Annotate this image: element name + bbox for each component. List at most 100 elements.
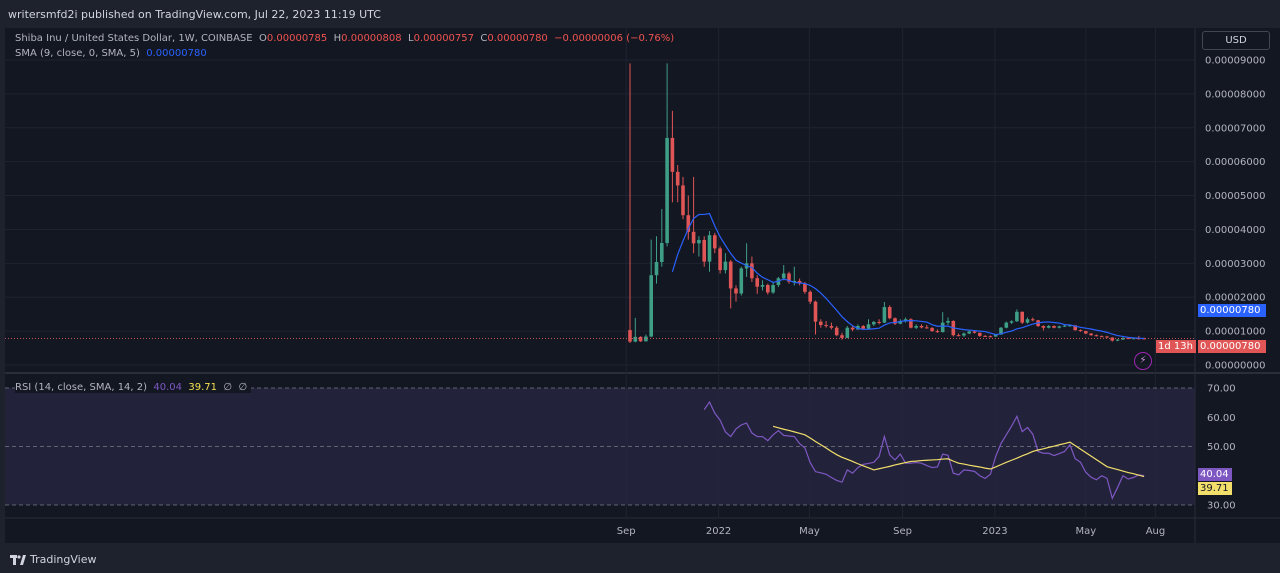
candle-body [1009,321,1014,323]
candle-body [882,307,887,323]
published-info: writersmfd2i published on TradingView.co… [8,8,381,21]
rsi-tick-label: 50.00 [1207,442,1236,453]
rsi-tick-label: 70.00 [1207,384,1236,395]
rsi-sma-value: 39.71 [188,382,218,393]
candle-body [728,261,733,289]
candle-body [792,280,797,282]
candle-body [1110,337,1115,341]
currency-button[interactable]: USD [1202,31,1270,50]
low-label: L [407,33,414,44]
sma-label: SMA (9, close, 0, SMA, 5) [15,48,140,59]
candle-body [1004,322,1009,328]
sma-legend[interactable]: SMA (9, close, 0, SMA, 5) 0.00000780 [15,48,207,59]
candle-body [766,285,770,293]
time-tick-label: Sep [893,526,912,537]
candle-body [866,324,871,329]
candle-body [628,330,632,342]
candle-body [845,327,850,338]
high-value: 0.00000808 [341,33,402,44]
candle-body [834,327,839,336]
candle-body [1142,338,1146,340]
candle-body [930,328,934,332]
time-tick-label: 2023 [982,526,1007,537]
rsi-legend[interactable]: RSI (14, close, SMA, 14, 2) 40.04 39.71 … [15,382,252,393]
candle-body [1015,311,1019,322]
price-tick-label: 0.00001000 [1205,327,1265,338]
candle-body [633,336,638,342]
tradingview-logo-icon [10,554,26,565]
candle-body [787,273,791,282]
candle-body [972,331,977,333]
candle-body [946,320,950,323]
last-price-tag: 0.00000780 1d 13h [1156,340,1266,353]
symbol-legend: Shiba Inu / United States Dollar, 1W, CO… [15,33,674,44]
candle-body [898,320,903,324]
candle-body [829,326,834,328]
open-value: 0.00000785 [266,33,328,44]
rsi-value: 40.04 [153,382,183,393]
candle-body [691,231,696,244]
time-tick-label: 2022 [706,526,731,537]
candle-body [872,321,876,325]
open-label: O [258,33,267,44]
rsi-tick-label: 30.00 [1207,501,1236,512]
time-tick-label: May [799,526,820,537]
candle-body [713,235,717,249]
sma-line [671,212,1145,340]
rsi-sma-line [772,425,1145,478]
candle-body [1068,325,1072,327]
price-tick-label: 0.00000000 [1205,361,1265,372]
candle-body [978,332,982,336]
candle-body [935,331,940,333]
rsi-sma-tag: 39.71 [1198,482,1232,495]
candle-body [861,326,865,329]
candle-body [702,239,706,262]
candle-body [1073,325,1077,331]
rsi-tick-label: 60.00 [1207,413,1236,424]
rsi-na-1: ∅ [223,382,233,393]
candle-body [1041,326,1046,328]
candle-body [644,336,648,342]
candle-body [1105,336,1109,338]
tradingview-logo[interactable]: TradingView [10,553,96,566]
candle-body [1115,339,1120,341]
flash-icon[interactable]: ⚡ [1134,352,1152,370]
candle-body [887,307,892,319]
candle-body [999,327,1003,335]
candle-body [739,268,744,294]
candle-body [850,327,855,330]
candle-body [877,321,881,323]
sma-value: 0.00000780 [146,48,207,59]
candle-body [1057,326,1062,328]
candle-body [1025,319,1030,323]
candle-body [681,185,685,216]
rsi-label: RSI (14, close, SMA, 14, 2) [15,382,148,393]
candle-body [925,327,929,329]
bottom-bar: TradingView [0,545,1280,573]
candle-body [940,322,945,333]
candle-body [813,301,818,322]
candle-body [638,336,643,342]
time-tick-label: May [1075,526,1096,537]
candle-body [962,333,966,336]
low-value: 0.00000757 [413,33,475,44]
candle-body [1062,325,1067,327]
candle-body [697,239,701,244]
candle-body [819,321,823,326]
candle-body [903,319,908,321]
candle-body [755,278,759,287]
rsi-na-2: ∅ [238,382,248,393]
candle-body [750,263,754,279]
candle-body [914,326,918,328]
candle-body [707,235,712,262]
candle-body [723,261,728,271]
candle-body [781,273,786,279]
candle-body [993,334,998,337]
time-tick-label: Aug [1146,526,1166,537]
candle-body [649,275,653,337]
candle-body [797,280,802,284]
price-tick-label: 0.00008000 [1205,89,1265,100]
candle-body [1121,337,1125,340]
candle-body [675,171,680,186]
